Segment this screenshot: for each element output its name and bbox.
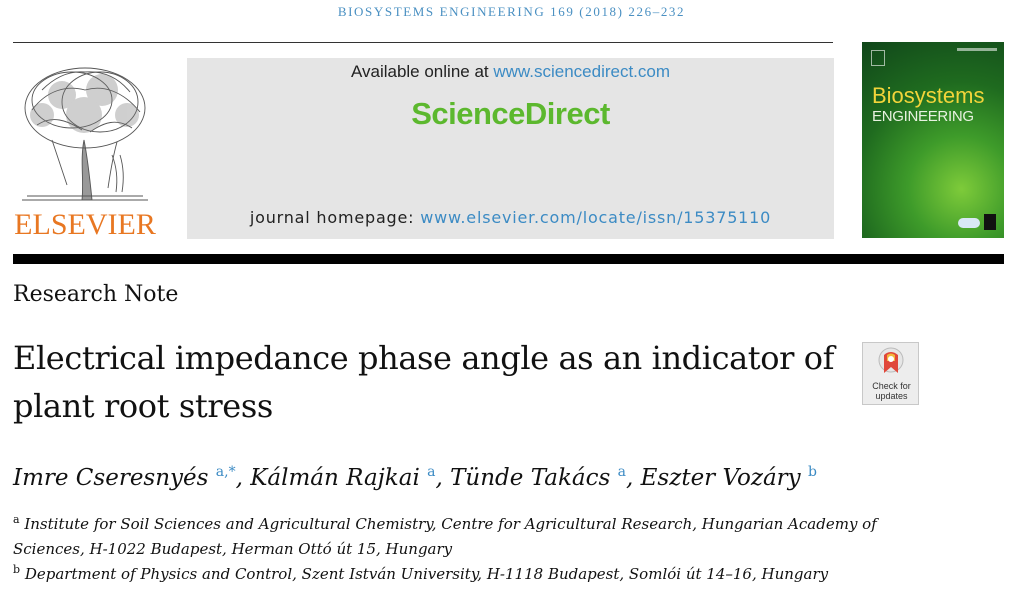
author-name[interactable]: Imre Cseresnyés <box>13 465 209 491</box>
article-type: Research Note <box>13 282 179 307</box>
masthead-rule <box>13 254 1004 264</box>
author-affiliation-mark[interactable]: a <box>617 464 626 480</box>
available-online: Available online at www.sciencedirect.co… <box>187 62 834 82</box>
author-affiliation-mark[interactable]: b <box>807 464 817 480</box>
author-affiliation-mark[interactable]: a,* <box>215 464 236 480</box>
affiliation-a: a Institute for Soil Sciences and Agricu… <box>13 512 1003 562</box>
author-name[interactable]: Tünde Takács <box>450 465 611 491</box>
affiliation-text: Department of Physics and Control, Szent… <box>24 565 829 583</box>
check-updates-line2: updates <box>875 391 908 401</box>
affiliation-mark: a <box>13 513 20 526</box>
journal-homepage-link[interactable]: www.elsevier.com/locate/issn/15375110 <box>420 208 772 227</box>
author-affiliation-mark[interactable]: a <box>427 464 436 480</box>
author-separator: , <box>435 465 451 491</box>
author-name[interactable]: Eszter Vozáry <box>640 465 801 491</box>
elsevier-tree-icon <box>22 67 148 201</box>
journal-info-box: Available online at www.sciencedirect.co… <box>187 58 834 239</box>
available-prefix: Available online at <box>350 62 494 81</box>
author-separator: , <box>625 465 641 491</box>
affiliation-text: Sciences, H-1022 Budapest, Herman Ottó ú… <box>13 540 453 558</box>
crossmark-icon <box>878 347 904 373</box>
affiliation-mark: b <box>13 563 21 576</box>
cover-elsevier-emblem <box>871 50 885 66</box>
cover-issn-strip <box>957 48 997 51</box>
author-list: Imre Cseresnyés a,*, Kálmán Rajkai a, Tü… <box>13 465 1003 491</box>
sciencedirect-logo[interactable]: ScienceDirect <box>411 96 610 131</box>
author-separator: , <box>235 465 251 491</box>
article-title: Electrical impedance phase angle as an i… <box>13 339 835 425</box>
check-for-updates-label: Check for updates <box>863 381 920 401</box>
homepage-prefix: journal homepage: <box>249 208 421 227</box>
sciencedirect-link[interactable]: www.sciencedirect.com <box>493 62 671 81</box>
cover-title: Biosystems <box>872 83 985 108</box>
check-updates-line1: Check for <box>872 381 911 391</box>
affiliation-b: b Department of Physics and Control, Sze… <box>13 562 1003 587</box>
cover-logo-icon <box>984 214 996 230</box>
journal-homepage: journal homepage: www.elsevier.com/locat… <box>187 208 834 227</box>
cover-subtitle: ENGINEERING <box>872 108 974 125</box>
journal-cover[interactable]: Biosystems ENGINEERING <box>862 42 1004 238</box>
running-head: BIOSYSTEMS ENGINEERING 169 (2018) 226–23… <box>337 4 686 19</box>
check-for-updates-button[interactable]: Check for updates <box>862 342 919 405</box>
cover-badge-icon <box>958 218 980 228</box>
elsevier-logo[interactable]: ELSEVIER <box>12 60 158 241</box>
header-rule <box>13 42 833 43</box>
affiliation-text: Institute for Soil Sciences and Agricult… <box>24 515 877 533</box>
author-name[interactable]: Kálmán Rajkai <box>250 465 420 491</box>
elsevier-wordmark: ELSEVIER <box>14 208 156 241</box>
